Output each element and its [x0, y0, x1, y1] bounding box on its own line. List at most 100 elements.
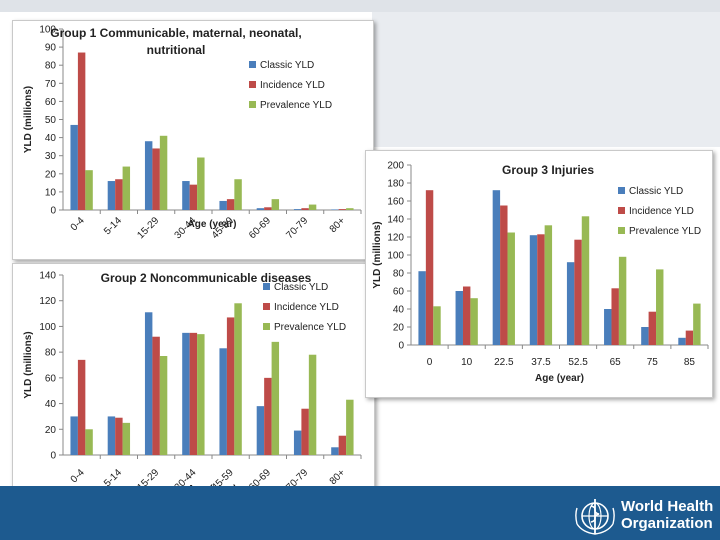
x-tick-label: 5-14 — [102, 215, 124, 237]
bar-classic-yld-75 — [641, 327, 649, 345]
bar-incidence-yld-0 — [425, 190, 434, 345]
chart-panel-group3: 0 20 40 60 80 100 120 140 160 180 200 0 10 22.5 37.5 52… — [365, 150, 713, 398]
bar-incidence-yld-5-14 — [115, 417, 123, 455]
x-tick-label: 15-29 — [135, 215, 161, 241]
bar-incidence-yld-75 — [648, 311, 657, 345]
bar-classic-yld-70-79 — [293, 209, 302, 210]
chart-panel-group1: 0 10 20 30 40 50 60 70 80 90 100 0-4 5-14 15-29 30-44 4… — [12, 20, 374, 260]
bar-incidence-yld-70-79 — [301, 208, 309, 210]
y-axis-title: YLD (millions) — [372, 221, 383, 288]
bar-incidence-yld-60-69 — [264, 377, 272, 455]
bar-prevalence-yld-5-14 — [122, 166, 131, 210]
bar-prevalence-yld-52.5 — [581, 216, 590, 345]
legend-label: Classic YLD — [274, 282, 328, 293]
chart-group3: 0 20 40 60 80 100 120 140 160 180 200 0 10 22.5 37.5 52… — [372, 161, 709, 384]
bar-prevalence-yld-70-79 — [308, 354, 317, 455]
footer-bar — [0, 486, 720, 540]
bar-classic-yld-37.5 — [529, 235, 538, 345]
x-tick-label: 85 — [684, 357, 696, 368]
chart-title: Group 2 Noncommunicable diseases — [101, 271, 312, 285]
bar-prevalence-yld-15-29 — [159, 356, 168, 455]
bar-prevalence-yld-0-4 — [85, 429, 93, 455]
bar-incidence-yld-10 — [462, 286, 471, 345]
bar-incidence-yld-30-44 — [189, 332, 198, 455]
bar-classic-yld-0-4 — [70, 124, 78, 210]
x-tick-label: 75 — [647, 357, 659, 368]
who-wordmark-line2: Organization — [621, 515, 713, 532]
x-tick-label: 80+ — [328, 467, 348, 487]
legend-swatch — [263, 323, 270, 330]
bar-classic-yld-80+ — [331, 209, 339, 210]
x-tick-label: 65 — [610, 357, 622, 368]
y-tick-label: 80 — [393, 269, 405, 280]
bar-incidence-yld-0-4 — [77, 52, 86, 210]
bar-incidence-yld-0-4 — [77, 359, 86, 455]
x-axis-title: Age (year) — [188, 219, 237, 230]
bar-classic-yld-85 — [678, 337, 686, 345]
bar-classic-yld-30-44 — [182, 181, 190, 210]
legend-label: Classic YLD — [629, 186, 683, 197]
bar-incidence-yld-65 — [611, 288, 619, 345]
y-tick-label: 20 — [45, 425, 57, 436]
background-side-panel — [372, 12, 720, 147]
y-tick-label: 20 — [45, 169, 57, 180]
legend-label: Prevalence YLD — [274, 322, 346, 333]
x-tick-label: 37.5 — [531, 357, 551, 368]
bar-incidence-yld-60-69 — [264, 207, 272, 210]
bar-classic-yld-60-69 — [256, 406, 265, 455]
x-tick-label: 10 — [461, 357, 473, 368]
bar-classic-yld-60-69 — [256, 208, 265, 210]
bar-incidence-yld-15-29 — [152, 336, 160, 455]
bar-incidence-yld-30-44 — [189, 184, 198, 210]
bar-prevalence-yld-60-69 — [271, 341, 280, 455]
x-tick-label: 0 — [427, 357, 433, 368]
bar-classic-yld-5-14 — [107, 181, 116, 210]
chart-subtitle: nutritional — [147, 43, 206, 57]
x-tick-label: 0-4 — [69, 215, 87, 233]
bar-prevalence-yld-80+ — [346, 399, 354, 455]
y-axis-title: YLD (millions) — [23, 331, 34, 398]
y-tick-label: 0 — [50, 206, 56, 217]
bar-incidence-yld-70-79 — [301, 408, 309, 455]
legend-label: Incidence YLD — [629, 206, 694, 217]
bar-prevalence-yld-60-69 — [271, 199, 280, 210]
legend-swatch — [263, 303, 270, 310]
bar-prevalence-yld-15-29 — [159, 135, 168, 210]
bar-prevalence-yld-30-44 — [197, 334, 205, 455]
legend-swatch — [263, 283, 270, 290]
legend-swatch — [618, 207, 625, 214]
bar-incidence-yld-80+ — [338, 435, 347, 455]
bar-prevalence-yld-80+ — [346, 208, 354, 210]
y-tick-label: 80 — [45, 348, 57, 359]
bar-prevalence-yld-45-59 — [234, 303, 242, 455]
y-tick-label: 100 — [39, 322, 56, 333]
bar-incidence-yld-15-29 — [152, 148, 160, 210]
bar-prevalence-yld-75 — [656, 269, 664, 345]
y-tick-label: 10 — [45, 187, 57, 198]
bar-classic-yld-0-4 — [70, 416, 78, 455]
y-tick-label: 30 — [45, 151, 57, 162]
y-tick-label: 0 — [50, 451, 56, 462]
y-tick-label: 90 — [45, 43, 57, 54]
bar-prevalence-yld-0 — [433, 306, 441, 345]
bar-incidence-yld-22.5 — [500, 205, 508, 345]
legend-swatch — [249, 81, 256, 88]
legend-swatch — [618, 187, 625, 194]
bar-incidence-yld-85 — [685, 330, 694, 345]
bar-classic-yld-45-59 — [219, 200, 227, 210]
y-tick-label: 200 — [387, 161, 404, 172]
bar-prevalence-yld-37.5 — [544, 225, 553, 345]
who-emblem-icon — [575, 499, 615, 535]
bar-prevalence-yld-85 — [693, 303, 701, 345]
x-tick-label: 22.5 — [494, 357, 514, 368]
legend-label: Incidence YLD — [274, 302, 339, 313]
y-tick-label: 70 — [45, 79, 57, 90]
x-tick-label: 0-4 — [69, 467, 87, 485]
bar-classic-yld-80+ — [331, 447, 339, 455]
y-tick-label: 40 — [45, 133, 57, 144]
y-tick-label: 100 — [387, 251, 404, 262]
bar-classic-yld-52.5 — [566, 262, 575, 345]
y-tick-label: 120 — [39, 296, 56, 307]
y-tick-label: 60 — [393, 287, 405, 298]
